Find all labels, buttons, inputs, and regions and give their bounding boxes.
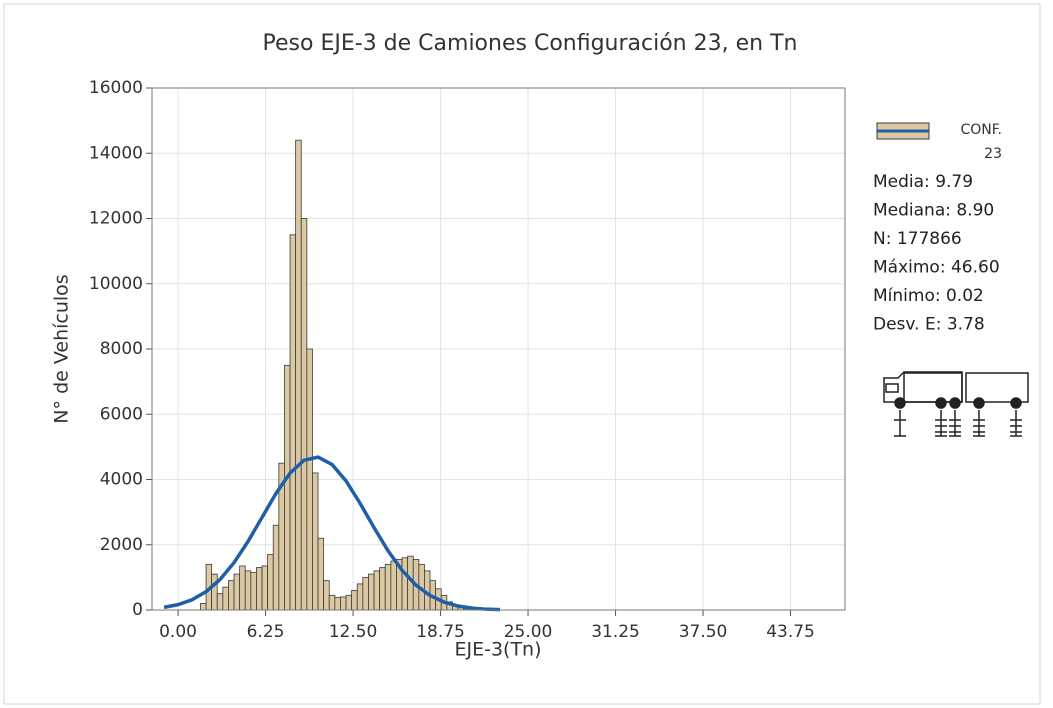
histogram-bar [211,573,218,611]
fit-curve [163,455,501,612]
histogram-bar [356,583,364,611]
x-tick-label: 25.00 [504,622,553,642]
histogram-bar [373,570,381,611]
stat-label: Desv. E: 3.78 [873,315,985,335]
legend: CONF. 23 [876,122,1002,162]
histogram-bar [323,580,330,611]
histogram-bar [261,565,269,611]
histogram-bar [216,593,224,611]
histogram-bar [390,560,397,611]
x-tick-label: 43.75 [766,622,815,642]
stat-label: Media: 9.79 [873,172,973,192]
y-tick-label: 12000 [89,209,143,229]
plot-area: 0 2000 4000 6000 8000 10000 12000 14000 16000 0.0… [89,78,846,642]
histogram-bar [328,594,336,611]
histogram-bar [306,348,313,611]
y-tick-label: 8000 [100,339,143,359]
stat-label: N: 177866 [873,229,962,249]
histogram-bar [401,557,409,611]
truck-icon [883,371,1029,437]
stat-label: Mínimo: 0.02 [873,286,984,306]
y-tick-label: 2000 [100,535,143,555]
y-tick-label: 0 [132,600,143,620]
histogram-bar [222,586,229,611]
histogram-bar [256,567,263,611]
histogram-bar [362,576,369,611]
histogram-bar [300,218,308,611]
histogram-bar [233,573,241,611]
y-axis-label: N° de Vehículos [51,274,73,423]
x-tick-label: 6.25 [247,622,285,642]
histogram-bar [272,524,280,611]
y-tick-label: 10000 [89,274,143,294]
histogram-bar [384,563,392,611]
histogram-bar [228,580,235,611]
histogram-bar [340,596,347,611]
stat-label: Máximo: 46.60 [873,258,1000,278]
histogram-bar [379,567,386,611]
x-tick-label: 18.75 [416,622,465,642]
histogram-bar [267,554,274,611]
x-axis-label: EJE-3(Tn) [454,639,541,661]
y-tick-label: 14000 [89,143,143,163]
histogram-bar [334,597,341,611]
histogram-bar [250,572,257,611]
plot-border [151,87,846,611]
y-tick-label: 16000 [89,78,143,98]
histogram-bar [295,139,302,611]
histogram-bar [284,364,291,611]
histogram-bar [317,537,325,611]
y-tick-label: 6000 [100,404,143,424]
histogram-bar [345,594,353,611]
histogram-bar [368,573,375,611]
chart-title: Peso EJE-3 de Camiones Configuración 23,… [263,31,798,56]
y-tick-label: 4000 [100,470,143,490]
x-tick-label: 31.25 [591,622,640,642]
histogram-bar [289,234,297,611]
x-tick-label: 12.50 [329,622,378,642]
stat-label: Mediana: 8.90 [873,201,994,221]
histogram-bar [351,590,358,611]
histogram-bar [239,565,246,611]
histogram-bar [244,570,252,611]
histogram-bar [200,603,207,611]
legend-label-box: CONF. 23 [960,122,1002,162]
x-tick-label: 37.50 [679,622,728,642]
legend-label: CONF. 23 [960,122,1002,162]
histogram-bar [312,472,319,611]
x-tick-label: 0.00 [159,622,197,642]
